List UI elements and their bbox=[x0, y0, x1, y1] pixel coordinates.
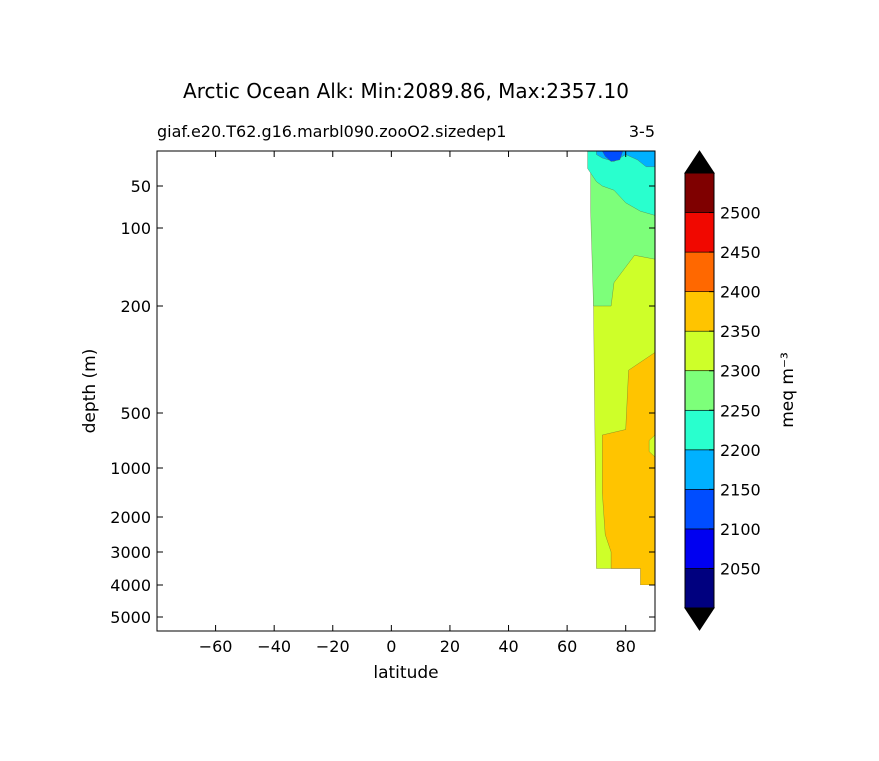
colorbar-band bbox=[684, 370, 715, 411]
plot-area: −60 −40 −20 0 20 40 60 80 50 100 200 500 1000 2000 30… bbox=[110, 150, 656, 656]
x-tick-label: −40 bbox=[257, 637, 291, 656]
colorbar-band bbox=[684, 449, 715, 490]
chart-subtitle-right: 3-5 bbox=[629, 122, 655, 141]
colorbar-band bbox=[684, 568, 715, 609]
contour-region-6 bbox=[648, 434, 655, 458]
y-axis: 50 100 200 500 1000 2000 3000 4000 5000 bbox=[110, 177, 655, 627]
colorbar-tick-label: 2050 bbox=[720, 559, 761, 578]
land-mask-0 bbox=[640, 585, 655, 631]
x-tick-label: 40 bbox=[498, 637, 518, 656]
colorbar-label: meq m⁻³ bbox=[778, 352, 798, 428]
chart-subtitle-left: giaf.e20.T62.g16.marbl090.zooO2.sizedep1 bbox=[157, 122, 506, 141]
colorbar-band bbox=[684, 291, 715, 332]
colorbar-band bbox=[684, 330, 715, 372]
x-axis-label: latitude bbox=[373, 663, 438, 683]
colorbar-band bbox=[684, 528, 715, 569]
colorbar-tick-label: 2150 bbox=[720, 480, 761, 499]
plot-frame bbox=[156, 150, 656, 632]
y-tick-label: 50 bbox=[131, 177, 151, 196]
y-tick-label: 4000 bbox=[110, 576, 151, 595]
x-tick-label: 0 bbox=[386, 637, 396, 656]
x-tick-label: −20 bbox=[316, 637, 350, 656]
x-axis: −60 −40 −20 0 20 40 60 80 bbox=[199, 151, 636, 656]
colorbar-band bbox=[684, 409, 715, 451]
colorbar-band bbox=[684, 251, 715, 292]
colorbar-tick-label: 2100 bbox=[720, 520, 761, 539]
y-axis-label: depth (m) bbox=[80, 349, 100, 434]
y-tick-label: 200 bbox=[120, 297, 151, 316]
colorbar-tick-label: 2500 bbox=[720, 204, 761, 223]
colorbar-frame bbox=[684, 172, 715, 609]
colorbar-extend-under bbox=[684, 607, 715, 631]
colorbar: 2050 2100 2150 2200 2250 2300 2350 2400 2450 2500 bbox=[684, 150, 761, 631]
x-tick-label: 60 bbox=[557, 637, 577, 656]
y-tick-label: 2000 bbox=[110, 508, 151, 527]
contour-region-3 bbox=[587, 151, 655, 216]
colorbar-tick-label: 2350 bbox=[720, 322, 761, 341]
colorbar-band bbox=[684, 172, 715, 213]
y-tick-label: 1000 bbox=[110, 459, 151, 478]
contour-region-1 bbox=[602, 352, 655, 586]
y-tick-label: 5000 bbox=[110, 608, 151, 627]
x-tick-label: −60 bbox=[199, 637, 233, 656]
contour-regions bbox=[587, 151, 655, 631]
colorbar-tick-label: 2300 bbox=[720, 362, 761, 381]
colorbar-tick-label: 2400 bbox=[720, 283, 761, 302]
colorbar-tick-label: 2250 bbox=[720, 401, 761, 420]
x-tick-label: 80 bbox=[616, 637, 636, 656]
y-tick-label: 100 bbox=[120, 219, 151, 238]
y-tick-label: 3000 bbox=[110, 543, 151, 562]
plot-background bbox=[157, 151, 655, 631]
colorbar-tick-label: 2450 bbox=[720, 243, 761, 262]
colorbar-band bbox=[684, 212, 715, 253]
colorbar-tick-label: 2200 bbox=[720, 441, 761, 460]
x-tick-label: 20 bbox=[440, 637, 460, 656]
colorbar-extend-over bbox=[684, 150, 715, 174]
chart-title: Arctic Ocean Alk: Min:2089.86, Max:2357.… bbox=[183, 79, 629, 103]
contour-region-5 bbox=[602, 151, 624, 162]
y-tick-label: 500 bbox=[120, 404, 151, 423]
colorbar-band bbox=[684, 489, 715, 530]
